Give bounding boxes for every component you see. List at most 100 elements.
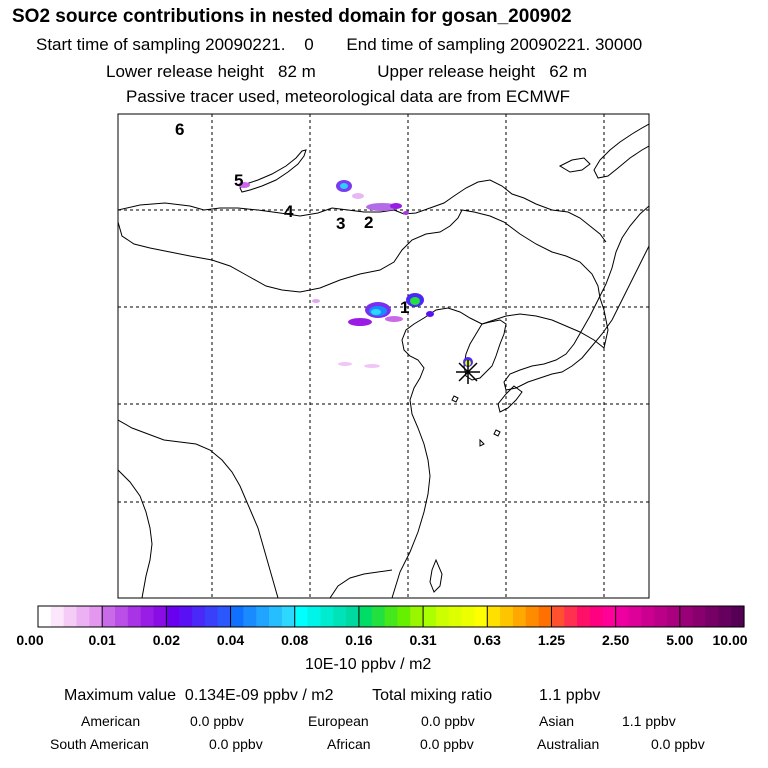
source-label-2: 2 (364, 213, 373, 232)
colorbar-swatch (153, 606, 167, 627)
colorbar-swatch (140, 606, 155, 627)
max-value-label: Maximum value (64, 687, 177, 704)
concentration-patches (238, 180, 473, 368)
colorbar-swatch (551, 606, 565, 627)
map-frame (117, 113, 650, 599)
colorbar-tick-label: 2.50 (602, 632, 630, 648)
tracer-info: Passive tracer used, meteorological data… (126, 87, 571, 106)
colorbar-tick-label: 1.25 (537, 632, 566, 648)
colorbar-swatch (371, 606, 386, 627)
colorbar-swatch (577, 606, 591, 627)
border-north (118, 179, 607, 243)
colorbar-swatch (512, 606, 527, 627)
source-label-5: 5 (234, 171, 243, 190)
colorbar-swatch (461, 606, 476, 627)
end-time-label: End time of sampling 20090221. 30000 (346, 35, 643, 54)
colorbar-swatch (641, 606, 655, 627)
source-label-4: 4 (284, 202, 294, 221)
colorbar-tick-label: 0.04 (216, 632, 245, 648)
colorbar-swatch (115, 606, 129, 627)
colorbar-swatch (204, 606, 219, 627)
japan-kyushu (497, 385, 523, 413)
sampling-times: Start time of sampling 20090221. 0 End t… (36, 36, 642, 53)
region-value: 0.0 ppbv (209, 736, 263, 752)
colorbar-swatch (346, 606, 360, 627)
region-name: European (308, 713, 369, 729)
colorbar-tick-label: 0.08 (281, 632, 309, 648)
south-coast (329, 569, 393, 598)
region-value: 1.1 ppbv (622, 713, 676, 729)
release-heights: Lower release height 82 m Upper release … (106, 63, 587, 80)
colorbar-swatch (256, 606, 270, 627)
colorbar-swatch (217, 606, 232, 627)
region-value: 0.0 ppbv (190, 713, 244, 729)
region-name: African (327, 736, 371, 752)
colorbar-swatch (384, 606, 399, 627)
colorbar-tick-label: 0.16 (345, 632, 373, 648)
colorbar-unit: 10E-10 ppbv / m2 (305, 656, 432, 673)
colorbar-swatch (179, 606, 193, 627)
colorbar-swatch (654, 606, 668, 627)
source-label-3: 3 (336, 214, 345, 233)
region-name: Asian (539, 713, 575, 729)
colorbar-swatch (192, 606, 206, 627)
colorbar-swatch (487, 606, 501, 627)
colorbar-swatch (230, 606, 244, 627)
korea-peninsula (463, 319, 507, 381)
total-label: Total mixing ratio (372, 687, 493, 704)
source-label-1: 1 (400, 298, 409, 317)
region-name: South American (50, 736, 149, 752)
colorbar-tick-label: 0.31 (409, 632, 437, 648)
colorbar-swatch (705, 606, 719, 627)
colorbar-swatch (423, 606, 437, 627)
colorbar-swatch (63, 606, 78, 627)
island-north (558, 157, 591, 173)
colorbar-swatch (243, 606, 257, 627)
colorbar-swatch (38, 606, 52, 627)
colorbar-swatch (731, 606, 745, 627)
region-value: 0.0 ppbv (651, 736, 705, 752)
colorbar-swatch (679, 606, 694, 627)
colorbar-swatch (474, 606, 488, 627)
region-name: Australian (537, 736, 600, 752)
receptor-star-icon (456, 360, 480, 384)
colorbar-swatch (269, 606, 283, 627)
colorbar-swatch (320, 606, 334, 627)
max-value: 0.134E-09 ppbv / m2 (184, 687, 334, 704)
stats-summary: Maximum value 0.134E-09 ppbv / m2 Total … (64, 688, 600, 704)
colorbar-tick-label: 0.63 (473, 632, 501, 648)
colorbar-swatch (281, 606, 296, 627)
coastlines (118, 123, 649, 598)
colorbar-swatch (76, 606, 90, 627)
colorbar-swatch (333, 606, 347, 627)
map-panel: 6 5 4 3 2 1 (118, 114, 649, 598)
start-time-label: Start time of sampling 20090221. (36, 35, 286, 54)
colorbar-swatch (628, 606, 642, 627)
colorbar-tick-label: 0.00 (16, 632, 44, 648)
source-label-6: 6 (175, 120, 184, 139)
taiwan (429, 558, 443, 593)
colorbar-swatch (448, 606, 463, 627)
border-china-korea (481, 313, 605, 349)
colorbar-swatch (602, 606, 617, 627)
japan-honshu (503, 205, 649, 391)
lake-baikal (239, 149, 307, 193)
region-name: American (81, 713, 141, 729)
colorbar-tick-label: 5.00 (666, 632, 694, 648)
total-value: 1.1 ppbv (539, 687, 601, 704)
colorbar-swatch (525, 606, 540, 627)
colorbar-frame (37, 605, 745, 628)
region-value: 0.0 ppbv (420, 736, 474, 752)
colorbar-swatch (692, 606, 707, 627)
islands (451, 395, 501, 447)
region-value: 0.0 ppbv (421, 713, 475, 729)
upper-height-value: 62 m (549, 62, 588, 81)
colorbar-swatch (50, 606, 65, 627)
lower-height-value: 82 m (278, 62, 316, 81)
colorbar-swatch (435, 606, 450, 627)
colorbar-swatch (589, 606, 604, 627)
colorbar-swatch (564, 606, 578, 627)
colorbar (38, 606, 745, 627)
colorbar-swatch (410, 606, 424, 627)
